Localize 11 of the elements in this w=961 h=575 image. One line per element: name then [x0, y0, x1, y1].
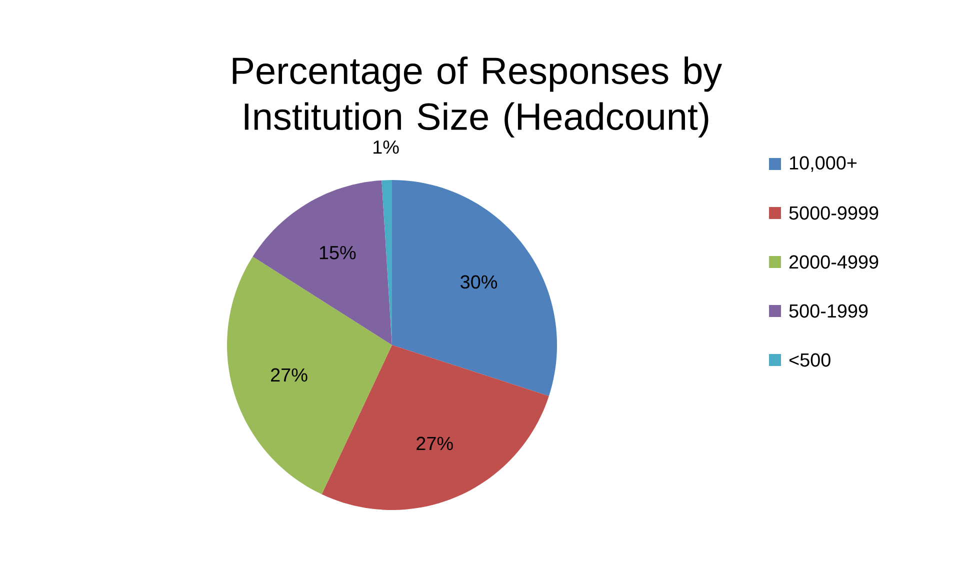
data-label: 30% [460, 275, 498, 289]
legend-label: 500-1999 [789, 304, 868, 318]
chart-title: Percentage of Responses by Institution Size (Headcount) [232, 56, 722, 138]
data-label: 15% [320, 246, 356, 260]
legend-label: 2000-4999 [789, 255, 878, 269]
legend-label: <500 [789, 353, 830, 367]
data-label: 1% [374, 140, 399, 154]
legend-label: 5000-9999 [789, 206, 878, 220]
data-label: 27% [271, 368, 308, 382]
data-label: 27% [416, 436, 453, 450]
legend-label: 10,000+ [790, 156, 857, 172]
